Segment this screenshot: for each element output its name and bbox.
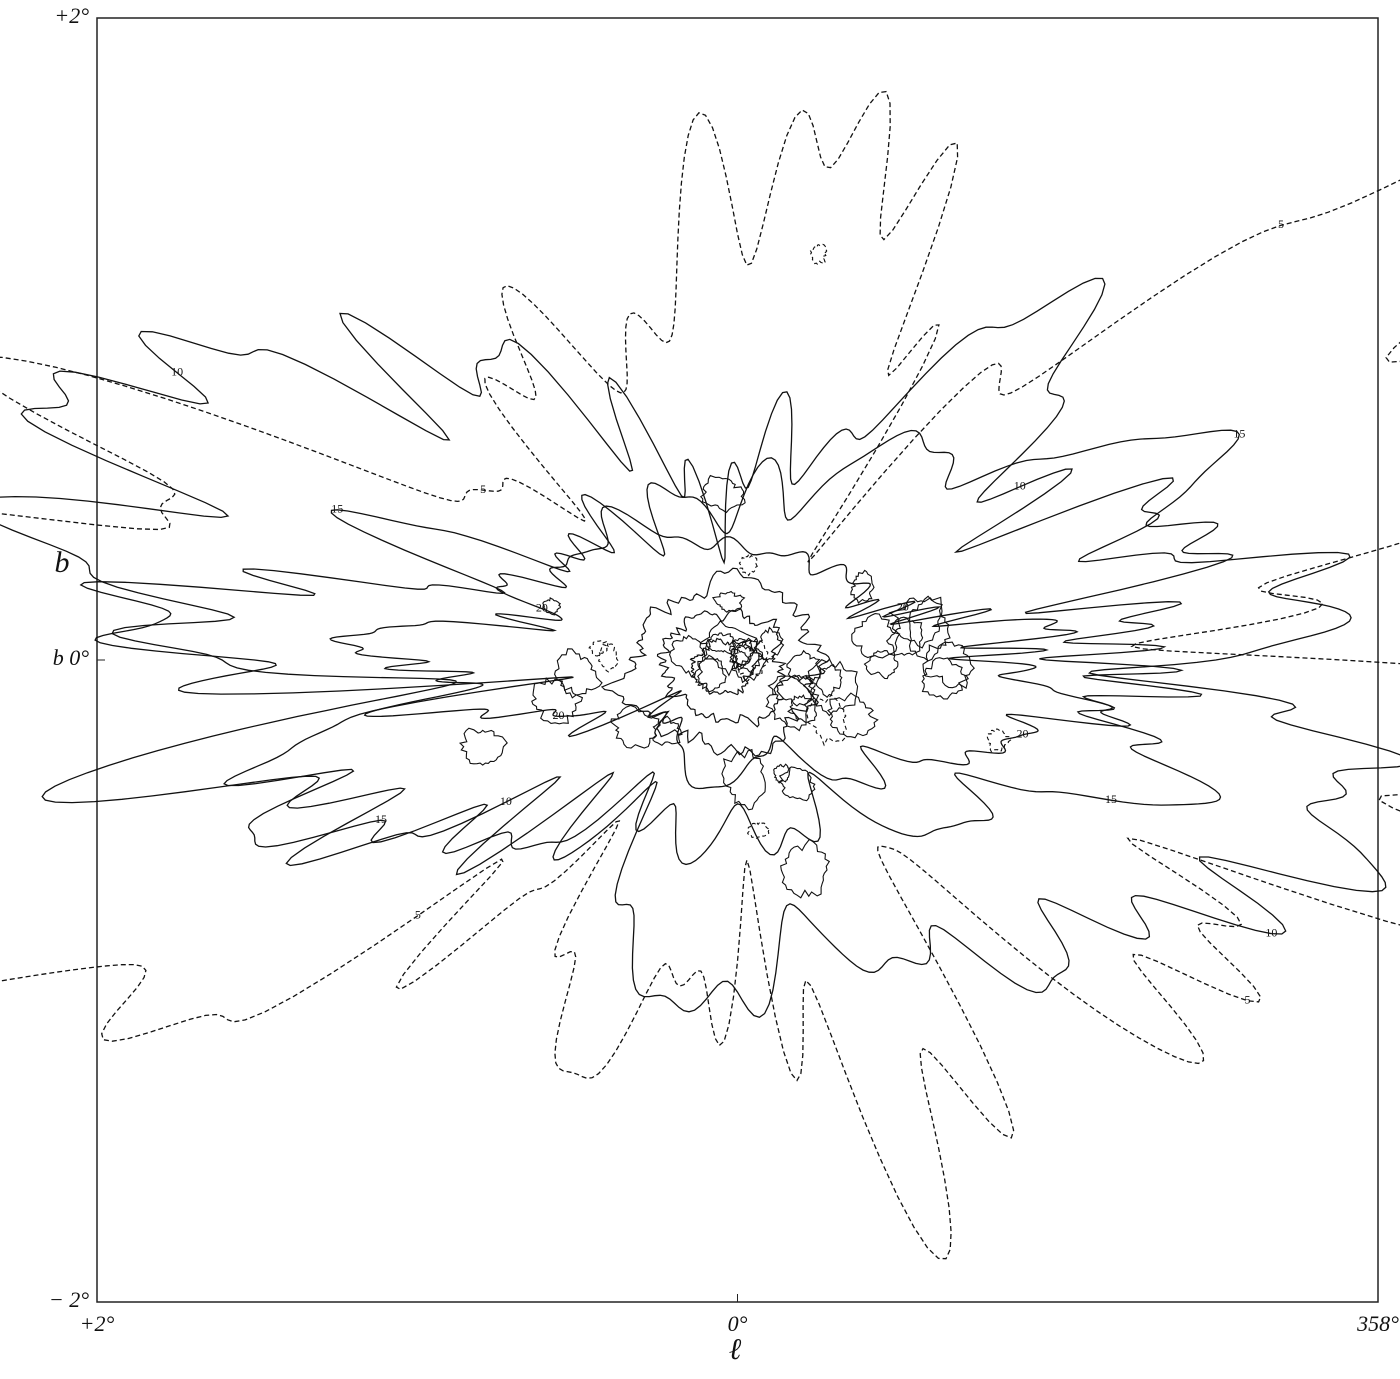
contour: [778, 766, 816, 802]
contour: [689, 637, 764, 696]
contour: [79, 429, 1241, 866]
contour: [721, 748, 766, 811]
contour: [554, 648, 603, 699]
contour: [746, 820, 770, 840]
contour-label: 15: [1105, 792, 1117, 806]
contour: [908, 595, 951, 662]
contour-label: 5: [1245, 992, 1251, 1006]
contour: [773, 763, 791, 784]
contour-label: 10: [1014, 479, 1026, 493]
contour-label: 5: [415, 907, 421, 921]
contour: [697, 654, 727, 693]
contour: [805, 694, 848, 747]
contour-label: 20: [897, 600, 909, 614]
contour: [729, 648, 749, 671]
contour: [888, 597, 943, 649]
contour: [542, 597, 562, 616]
contour: [738, 553, 759, 577]
contour: [600, 567, 831, 757]
contour: [922, 641, 975, 689]
x-tick-label: +2°: [80, 1311, 115, 1336]
contour: [0, 90, 1400, 1260]
contour: [610, 704, 661, 749]
contour: [588, 640, 610, 657]
contour-label: 5: [480, 482, 486, 496]
y-axis-label: b: [55, 546, 70, 579]
y-tick-label: +2°: [54, 3, 89, 28]
contour: [827, 692, 879, 739]
contour-label: 10: [1265, 925, 1277, 939]
contour-label: 10: [500, 794, 512, 808]
contour: [809, 243, 828, 265]
contour: [850, 569, 875, 604]
contour: [780, 838, 831, 899]
x-tick-label: 0°: [728, 1311, 748, 1336]
contour: [656, 608, 787, 728]
contour: [786, 649, 821, 683]
contour: [986, 728, 1012, 753]
contour-label: 15: [331, 502, 343, 516]
contour-label: 15: [1233, 426, 1245, 440]
contour-label: 20: [1017, 727, 1029, 741]
contour: [0, 277, 1400, 1019]
contour: [815, 664, 843, 698]
contour-label: 20: [536, 600, 548, 614]
contour: [458, 727, 508, 766]
contour: [765, 674, 815, 732]
contour: [863, 650, 899, 680]
contour-label: 20: [553, 708, 565, 722]
plot-frame: [96, 17, 1379, 1303]
contour: [885, 616, 924, 656]
contour-label: 10: [171, 364, 183, 378]
contour: [734, 645, 761, 674]
x-axis-label: ℓ: [729, 1333, 742, 1366]
y-tick-label: b 0°: [53, 645, 90, 670]
contour: [699, 474, 746, 514]
contour: [711, 590, 746, 613]
contour-label: 15: [375, 812, 387, 826]
contour: [699, 620, 759, 677]
contour: [807, 658, 859, 717]
contour: [669, 634, 708, 678]
contour: [652, 715, 683, 746]
contour: [767, 674, 816, 707]
x-tick-label: 358°: [1356, 1311, 1399, 1336]
contour-label: 5: [1278, 217, 1284, 231]
contour: [851, 613, 901, 659]
contour: [329, 505, 1132, 790]
y-tick-label: − 2°: [49, 1287, 89, 1312]
contour: [731, 637, 768, 684]
contour: [732, 637, 769, 684]
contour: [921, 657, 969, 700]
contour: [597, 643, 620, 673]
contour: [531, 677, 584, 725]
